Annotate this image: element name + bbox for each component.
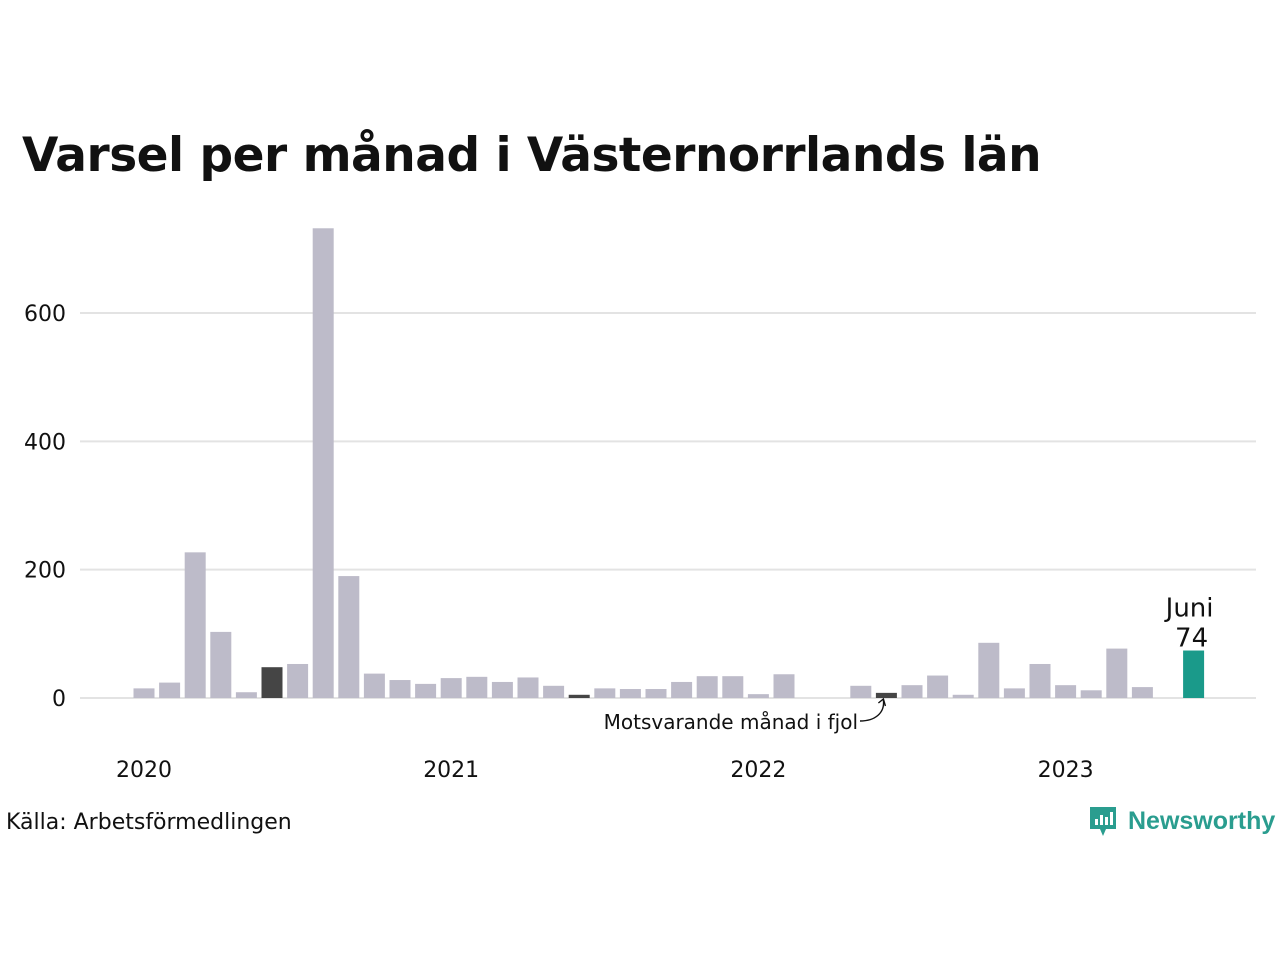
bar — [1029, 663, 1051, 698]
bar — [747, 694, 769, 698]
highlight-month-label: Juni — [1164, 594, 1214, 624]
x-axis-ticks: 2020 2021 2022 2023 — [116, 758, 1094, 783]
bar — [671, 681, 693, 698]
bar — [210, 631, 232, 698]
y-tick-label: 600 — [24, 302, 66, 327]
bar — [415, 683, 437, 698]
bar — [159, 682, 181, 698]
bar — [543, 685, 565, 698]
bar-previous-year — [261, 667, 283, 698]
bar-previous-year — [875, 692, 897, 698]
bar — [1003, 688, 1025, 698]
bar — [927, 675, 949, 698]
bar — [235, 692, 257, 698]
bar — [978, 642, 1000, 698]
bar — [133, 688, 155, 698]
bar — [312, 228, 334, 698]
annotation-arrow — [859, 699, 885, 722]
bar — [645, 689, 667, 698]
x-tick-label: 2022 — [730, 758, 786, 783]
bar — [850, 685, 872, 698]
bar — [440, 678, 462, 698]
bar — [722, 676, 744, 698]
bar — [1055, 685, 1077, 698]
bar — [338, 576, 360, 698]
bar — [184, 552, 206, 698]
chart-title: Varsel per månad i Västernorrlands län — [22, 128, 1042, 183]
bar — [952, 694, 974, 698]
bar — [773, 674, 795, 698]
brand-name: Newsworthy — [1128, 806, 1276, 835]
bar — [594, 688, 616, 698]
bar — [696, 676, 718, 698]
highlight-value-label: 74 — [1175, 624, 1208, 654]
bar — [466, 676, 488, 698]
bar — [1080, 690, 1102, 698]
bar — [619, 689, 641, 698]
source-note: Källa: Arbetsförmedlingen — [6, 810, 292, 835]
bar — [1131, 687, 1153, 698]
y-tick-label: 0 — [52, 687, 66, 712]
y-axis-ticks: 0 200 400 600 — [24, 302, 66, 712]
bar-highlight — [1183, 650, 1205, 698]
bar — [389, 680, 411, 698]
bar — [363, 673, 385, 698]
y-tick-label: 400 — [24, 430, 66, 455]
bar — [517, 677, 539, 698]
x-tick-label: 2020 — [116, 758, 172, 783]
annotation-label: Motsvarande månad i fjol — [604, 710, 858, 734]
brand[interactable]: Newsworthy — [1088, 804, 1275, 838]
grid-lines — [80, 311, 1256, 699]
bar-previous-year — [568, 694, 590, 698]
newsworthy-logo-icon — [1090, 807, 1116, 836]
annotation-arrowhead — [877, 697, 887, 707]
bars — [133, 228, 1205, 698]
x-tick-label: 2023 — [1038, 758, 1094, 783]
bar — [1106, 648, 1128, 698]
y-tick-label: 200 — [24, 559, 66, 584]
bar — [287, 663, 309, 698]
x-tick-label: 2021 — [423, 758, 479, 783]
bar — [491, 681, 513, 698]
bar — [901, 685, 923, 698]
